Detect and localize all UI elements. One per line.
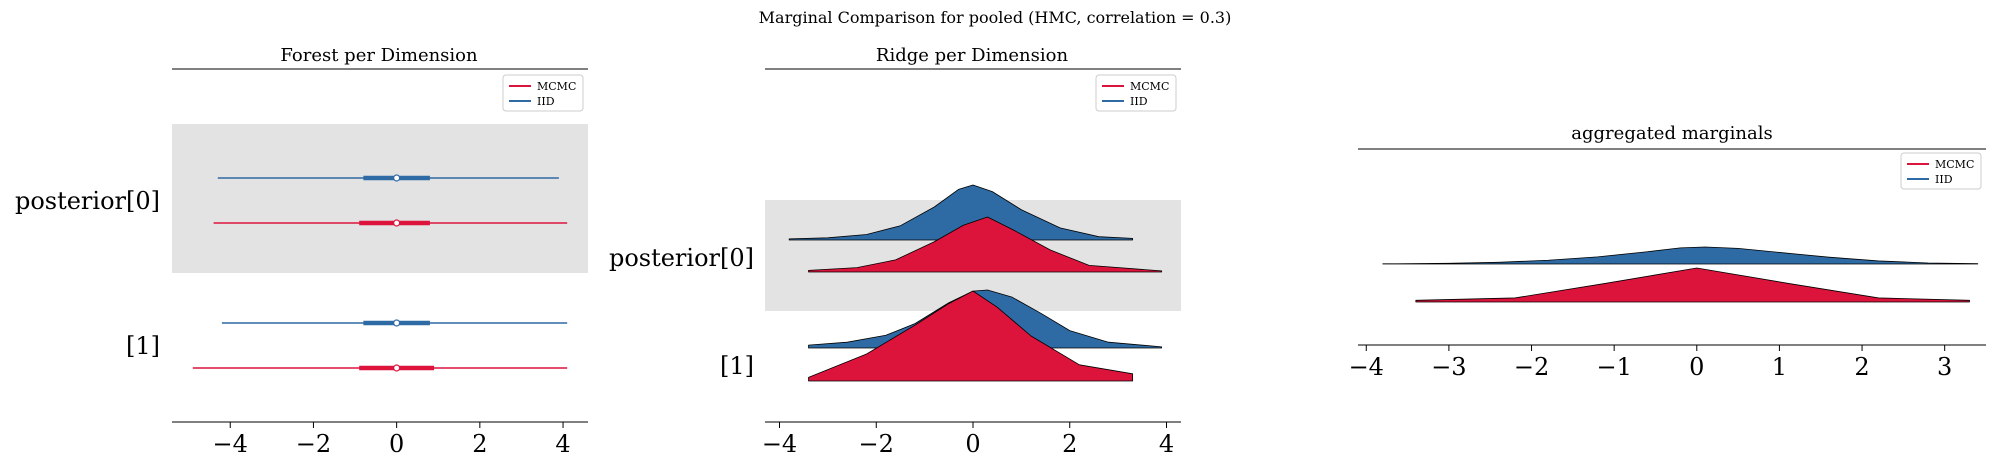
aggregated-x-tick-label: 0 — [1689, 353, 1704, 381]
forest-legend-mcmc-label: MCMC — [537, 80, 576, 93]
forest-x-tick-label: 4 — [555, 430, 570, 458]
ridge-x-tick-label: 4 — [1159, 430, 1174, 458]
forest-plot-area — [172, 124, 588, 372]
ridge-x-tick-label: 0 — [965, 430, 980, 458]
aggregated-x-tick-label: −1 — [1596, 353, 1631, 381]
aggregated-panel-title: aggregated marginals — [1571, 123, 1772, 144]
ridge-density-mcmc — [808, 290, 1134, 382]
ridge-legend-iid-label: IID — [1130, 95, 1148, 108]
forest-median-point — [393, 364, 401, 372]
ridge-x-ticks: −4 −2 0 2 4 — [762, 422, 1174, 458]
aggregated-density-mcmc — [1415, 267, 1970, 303]
forest-legend: MCMC IID — [502, 74, 584, 112]
aggregated-legend: MCMC IID — [1900, 152, 1982, 190]
forest-row-label: posterior[0] — [15, 187, 160, 215]
aggregated-x-tick-label: 2 — [1854, 353, 1869, 381]
ridge-row-label: posterior[0] — [609, 244, 754, 272]
aggregated-panel: aggregated marginals −4 −3 −2 −1 0 1 2 3 MCMC II… — [1349, 123, 1986, 381]
ridge-x-tick-label: 2 — [1062, 430, 1077, 458]
forest-panel-title: Forest per Dimension — [280, 45, 478, 66]
forest-row-band — [172, 124, 588, 273]
aggregated-x-tick-label: 3 — [1937, 353, 1952, 381]
forest-median-point — [393, 319, 401, 327]
forest-panel: Forest per Dimension −4 −2 0 2 4 posterior[0… — [15, 45, 588, 458]
ridge-density-mcmc — [808, 216, 1163, 273]
ridge-legend: MCMC IID — [1095, 74, 1177, 112]
forest-row-label: [1] — [126, 332, 160, 360]
aggregated-x-tick-label: −3 — [1431, 353, 1466, 381]
aggregated-x-tick-label: 1 — [1772, 353, 1787, 381]
ridge-legend-mcmc-label: MCMC — [1130, 80, 1169, 93]
forest-x-tick-label: 0 — [389, 430, 404, 458]
aggregated-density-iid — [1382, 246, 1979, 265]
aggregated-plot-area — [1382, 246, 1979, 303]
ridge-panel: Ridge per Dimension −4 −2 0 2 4 posterior[0]… — [609, 45, 1181, 458]
figure-suptitle: Marginal Comparison for pooled (HMC, cor… — [759, 8, 1232, 27]
ridge-density-iid — [788, 184, 1134, 241]
aggregated-x-ticks: −4 −3 −2 −1 0 1 2 3 — [1349, 345, 1952, 381]
ridge-x-tick-label: −4 — [762, 430, 797, 458]
aggregated-x-tick-label: −4 — [1349, 353, 1384, 381]
forest-x-tick-label: −2 — [296, 430, 331, 458]
aggregated-legend-iid-label: IID — [1935, 173, 1953, 186]
ridge-panel-title: Ridge per Dimension — [876, 45, 1069, 66]
forest-x-tick-label: −4 — [213, 430, 248, 458]
aggregated-x-tick-label: −2 — [1514, 353, 1549, 381]
forest-x-ticks: −4 −2 0 2 4 — [213, 422, 571, 458]
aggregated-legend-mcmc-label: MCMC — [1935, 158, 1974, 171]
forest-median-point — [393, 174, 401, 182]
ridge-row-labels: posterior[0] [1] — [609, 244, 754, 380]
forest-median-point — [393, 219, 401, 227]
forest-row-labels: posterior[0] [1] — [15, 187, 160, 360]
forest-x-tick-label: 2 — [472, 430, 487, 458]
ridge-x-tick-label: −2 — [859, 430, 894, 458]
ridge-plot-area — [765, 184, 1181, 382]
ridge-row-label: [1] — [720, 352, 754, 380]
forest-legend-iid-label: IID — [537, 95, 555, 108]
